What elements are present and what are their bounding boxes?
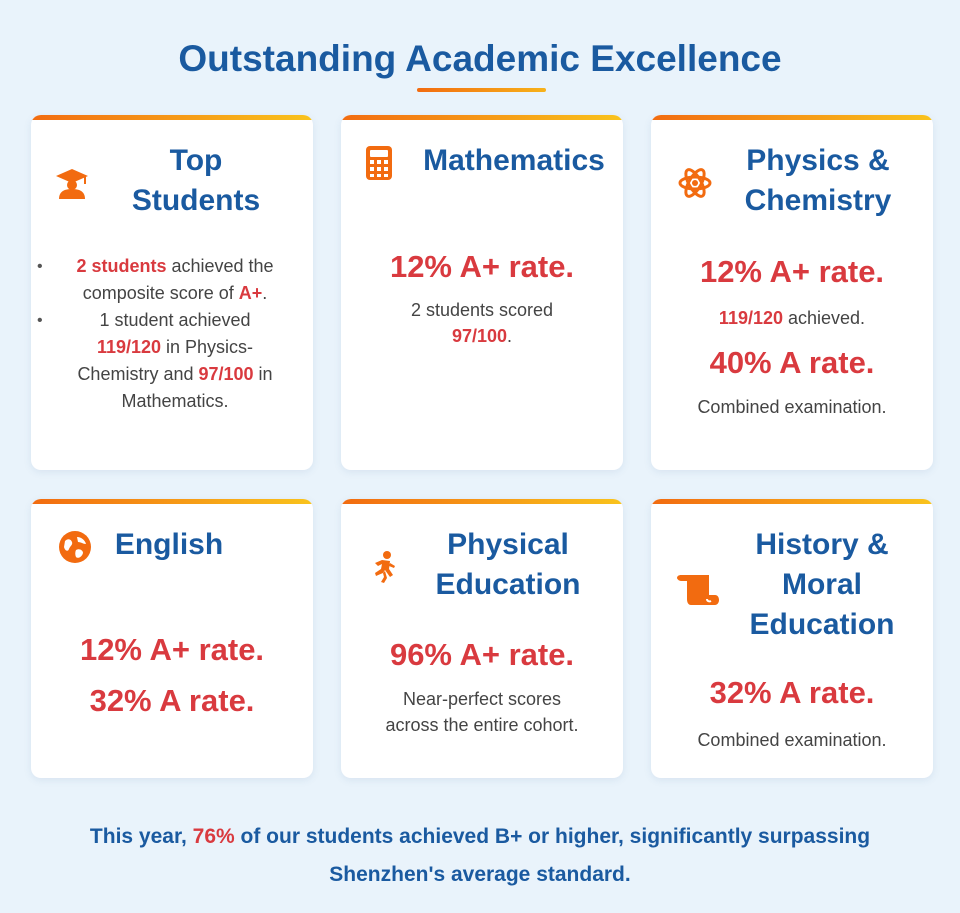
rate-value: 40% A rate. <box>709 345 875 380</box>
card-title: English <box>114 528 224 561</box>
rate-value: 12% A+ rate. <box>389 249 575 284</box>
rate-value: 12% A+ rate. <box>79 632 265 667</box>
card-title: Mathematics <box>423 144 605 177</box>
note-text: Combined examination. <box>697 730 887 750</box>
note-text: 2 students scored 97/100. <box>410 300 554 346</box>
card-english: English 12% A+ rate. 32% A rate. <box>31 499 313 778</box>
card-physical-education: Physical Education 96% A+ rate. Near-per… <box>341 499 623 778</box>
title-underline <box>417 88 546 92</box>
card-title: Physics & Chemistry <box>744 144 892 217</box>
globe-icon <box>57 529 93 565</box>
card-title: History & Moral Education <box>749 528 895 641</box>
graduate-icon <box>54 165 90 201</box>
page-title: Outstanding Academic Excellence <box>178 38 782 79</box>
rate-value: 12% A+ rate. <box>699 254 885 289</box>
calculator-icon <box>361 145 397 181</box>
list-item: 1 student achieved 119/120 in Physics-Ch… <box>31 307 313 415</box>
top-students-list: 2 students achieved the composite score … <box>31 253 313 415</box>
card-top-students: Top Students 2 students achieved the com… <box>31 115 313 470</box>
list-item: 2 students achieved the composite score … <box>31 253 313 307</box>
note-text: 119/120 achieved. <box>718 308 866 328</box>
card-physics-chemistry: Physics & Chemistry 12% A+ rate. 119/120… <box>651 115 933 470</box>
card-title: Top Students <box>131 144 261 217</box>
rate-value: 32% A rate. <box>89 683 255 718</box>
rate-value: 96% A+ rate. <box>389 637 575 672</box>
note-text: Combined examination. <box>697 397 887 417</box>
scroll-icon <box>677 571 721 607</box>
card-mathematics: Mathematics 12% A+ rate. 2 students scor… <box>341 115 623 470</box>
runner-icon <box>365 549 401 585</box>
rate-value: 32% A rate. <box>709 675 875 710</box>
atom-icon <box>677 165 713 201</box>
card-title: Physical Education <box>435 528 581 601</box>
card-history-moral: History & Moral Education 32% A rate. Co… <box>651 499 933 778</box>
note-text: Near-perfect scores across the entire co… <box>385 689 579 735</box>
footer-summary: This year, 76% of our students achieved … <box>89 825 871 886</box>
